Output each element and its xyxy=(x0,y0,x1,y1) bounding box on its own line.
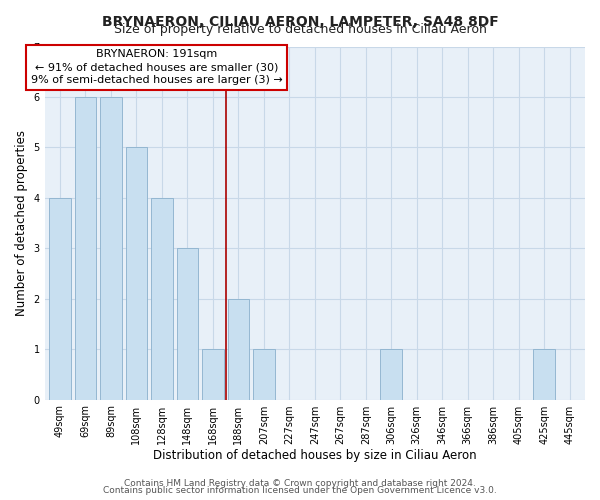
Bar xyxy=(74,97,96,400)
Text: BRYNAERON, CILIAU AERON, LAMPETER, SA48 8DF: BRYNAERON, CILIAU AERON, LAMPETER, SA48 … xyxy=(101,15,499,29)
Text: Contains public sector information licensed under the Open Government Licence v3: Contains public sector information licen… xyxy=(103,486,497,495)
Bar xyxy=(533,349,555,400)
Text: Size of property relative to detached houses in Ciliau Aeron: Size of property relative to detached ho… xyxy=(113,22,487,36)
Bar xyxy=(253,349,275,400)
Bar xyxy=(227,298,249,400)
Bar xyxy=(176,248,198,400)
Bar xyxy=(380,349,402,400)
Bar xyxy=(151,198,173,400)
Y-axis label: Number of detached properties: Number of detached properties xyxy=(15,130,28,316)
Bar xyxy=(202,349,224,400)
Text: Contains HM Land Registry data © Crown copyright and database right 2024.: Contains HM Land Registry data © Crown c… xyxy=(124,478,476,488)
Bar xyxy=(125,148,147,400)
Text: BRYNAERON: 191sqm
← 91% of detached houses are smaller (30)
9% of semi-detached : BRYNAERON: 191sqm ← 91% of detached hous… xyxy=(31,49,283,86)
Bar xyxy=(100,97,122,400)
X-axis label: Distribution of detached houses by size in Ciliau Aeron: Distribution of detached houses by size … xyxy=(153,450,476,462)
Bar xyxy=(49,198,71,400)
